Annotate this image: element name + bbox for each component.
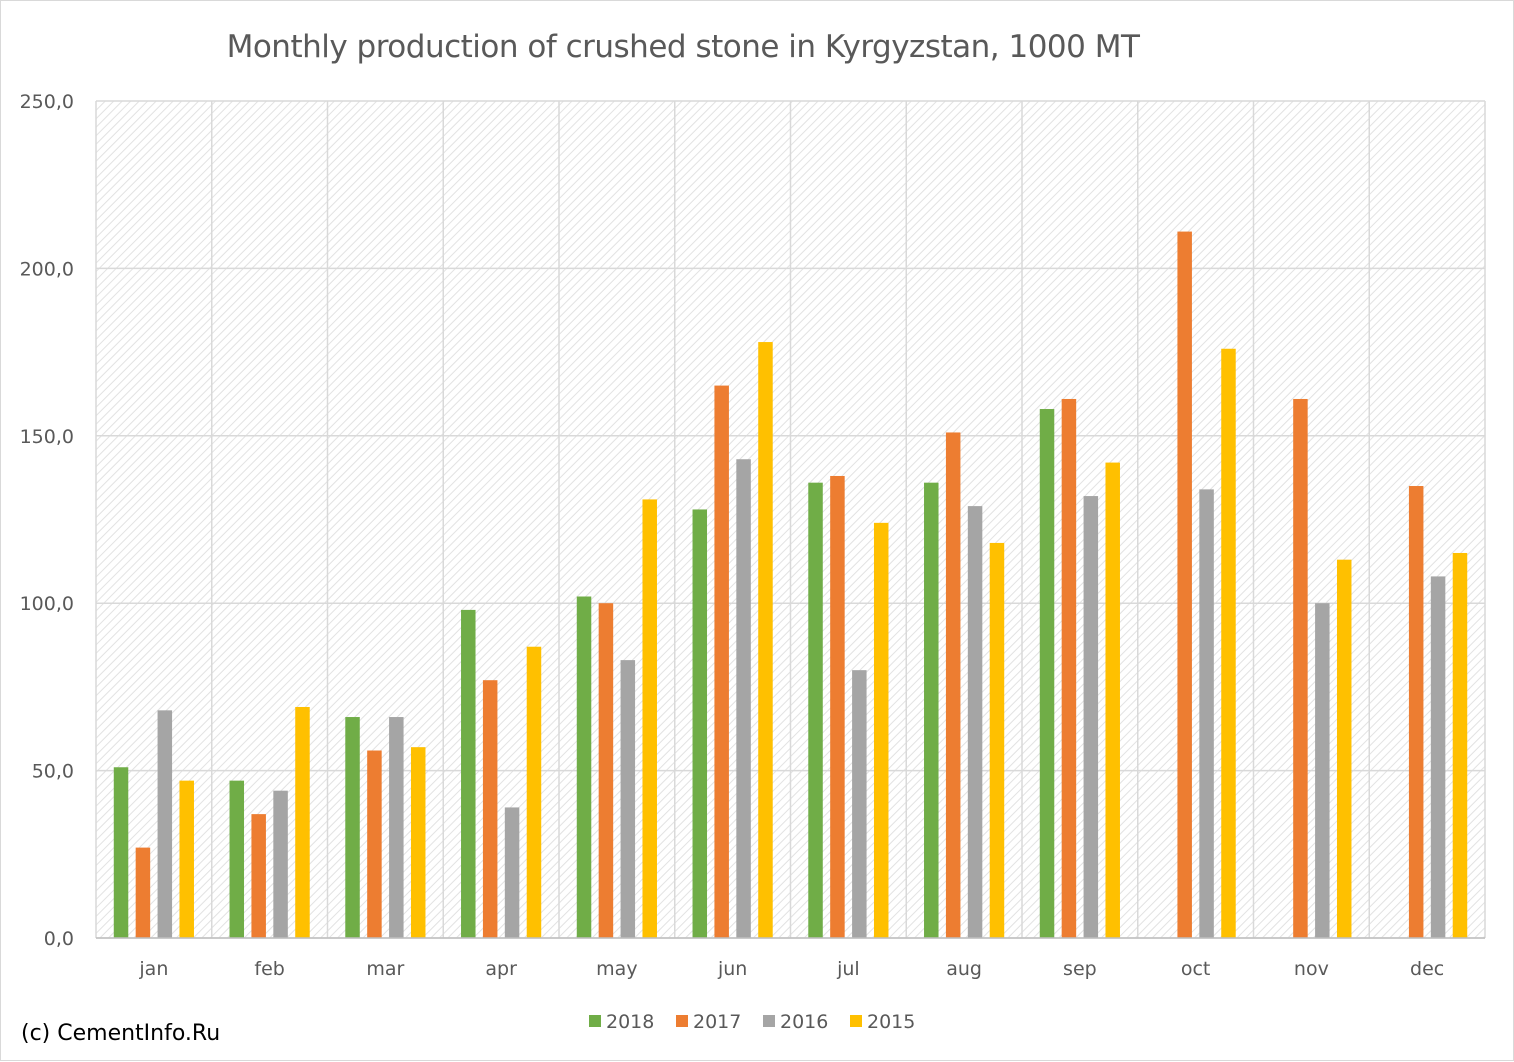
bar-2016-feb: [273, 790, 288, 938]
bar-2017-feb: [251, 814, 266, 938]
bar-2017-may: [598, 603, 614, 938]
bar-2016-jul: [852, 670, 867, 938]
bar-2017-jun: [714, 385, 729, 939]
y-axis: 0,0 50,0 100,0 150,0 200,0 250,0: [20, 91, 74, 950]
bar-2015-feb: [295, 706, 310, 938]
bar-2017-oct: [1177, 231, 1192, 938]
bar-2016-oct: [1199, 489, 1214, 938]
bar-2015-may: [642, 499, 657, 938]
bar-2018-jun: [692, 509, 708, 938]
bar-2016-may: [620, 660, 636, 938]
chart-title: Monthly production of crushed stone in K…: [226, 29, 1140, 65]
bar-2015-sep: [1105, 462, 1120, 938]
bar-2017-jul: [830, 475, 845, 938]
bar-2017-sep: [1061, 398, 1077, 938]
y-tick-label: 0,0: [44, 928, 74, 950]
legend-swatch-2018: [589, 1015, 601, 1027]
x-tick-label: jan: [138, 958, 168, 980]
x-tick-label: may: [596, 958, 637, 980]
copyright-text: (c) CementInfo.Ru: [21, 1021, 221, 1046]
y-tick-label: 250,0: [20, 91, 74, 113]
x-tick-label: jun: [717, 958, 747, 980]
bar-2016-sep: [1083, 496, 1099, 938]
bar-2015-dec: [1452, 552, 1468, 938]
bars: [113, 231, 1468, 939]
bar-2018-sep: [1039, 409, 1055, 938]
bar-2017-mar: [367, 750, 382, 938]
bar-2015-jan: [179, 780, 194, 938]
x-axis: jan feb mar apr may jun jul aug sep oct nov dec: [96, 937, 1485, 980]
bar-2015-aug: [989, 542, 1005, 938]
legend-label-2018: 2018: [606, 1011, 654, 1033]
x-tick-label: sep: [1063, 958, 1097, 980]
legend-swatch-2015: [850, 1015, 862, 1027]
bar-2015-apr: [526, 646, 542, 938]
bar-2016-apr: [504, 807, 520, 938]
bar-2016-mar: [389, 717, 404, 938]
bar-2017-apr: [482, 680, 498, 938]
legend-swatch-2017: [676, 1015, 688, 1027]
legend-label-2017: 2017: [693, 1011, 741, 1033]
gridlines: [95, 100, 1486, 939]
x-tick-label: feb: [254, 958, 284, 980]
bar-2018-jan: [113, 767, 129, 938]
bar-2017-aug: [945, 432, 961, 938]
bar-2016-aug: [967, 506, 983, 938]
y-tick-label: 150,0: [20, 426, 74, 448]
legend-swatch-2016: [763, 1015, 775, 1027]
y-tick-label: 200,0: [20, 258, 74, 280]
bar-2018-mar: [345, 717, 360, 938]
bar-2018-aug: [924, 482, 939, 938]
x-tick-label: oct: [1181, 958, 1211, 980]
bar-2016-dec: [1430, 576, 1446, 938]
x-tick-label: dec: [1410, 958, 1444, 980]
bar-2018-apr: [461, 609, 476, 938]
bar-2018-feb: [229, 780, 245, 938]
bar-2017-dec: [1408, 486, 1424, 938]
y-tick-label: 100,0: [20, 593, 74, 615]
x-tick-label: apr: [485, 958, 517, 980]
bar-2015-jul: [873, 522, 889, 938]
x-tick-label: aug: [946, 958, 982, 980]
legend-label-2015: 2015: [867, 1011, 915, 1033]
bar-2015-oct: [1221, 348, 1236, 938]
y-tick-label: 50,0: [32, 761, 74, 783]
bar-2015-jun: [758, 342, 773, 938]
bar-2017-nov: [1293, 398, 1308, 938]
bar-2016-nov: [1315, 603, 1330, 938]
bar-2015-mar: [410, 747, 426, 938]
x-tick-label: mar: [366, 958, 404, 980]
legend: 2018 2017 2016 2015: [589, 1011, 915, 1033]
bar-2018-jul: [808, 482, 823, 938]
bar-2015-nov: [1336, 559, 1352, 938]
bar-2016-jun: [736, 459, 751, 938]
bar-2016-jan: [157, 710, 173, 938]
legend-label-2016: 2016: [780, 1011, 828, 1033]
bar-2017-jan: [135, 847, 151, 938]
x-tick-label: jul: [836, 958, 860, 980]
bar-2018-may: [576, 596, 592, 938]
x-tick-label: nov: [1294, 958, 1329, 980]
